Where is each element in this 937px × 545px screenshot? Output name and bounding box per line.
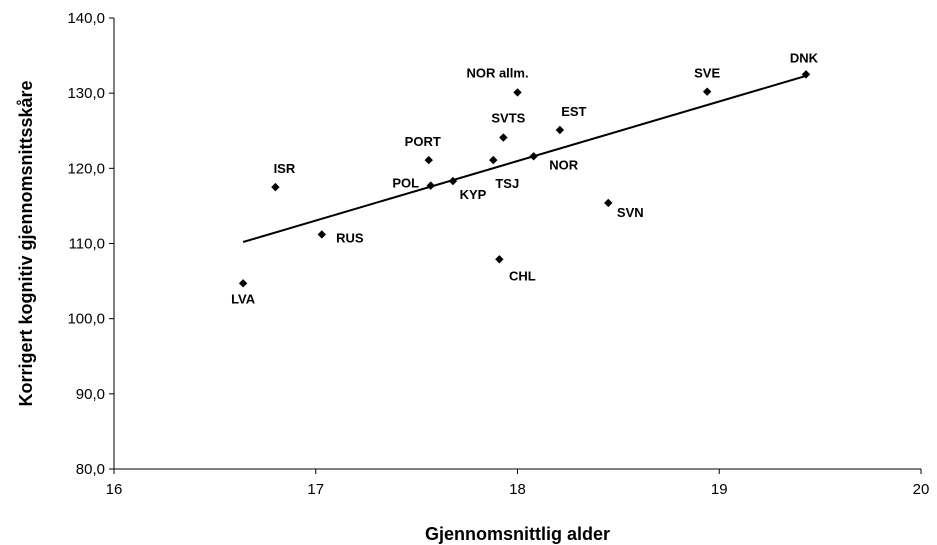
y-axis-title: Korrigert kognitiv gjennomsnittsskåre — [16, 80, 36, 406]
data-point: SVN — [604, 198, 644, 220]
point-label: PORT — [405, 134, 441, 149]
point-marker — [499, 133, 508, 142]
point-marker — [513, 88, 522, 97]
point-label: ISR — [274, 161, 296, 176]
trendline-group — [242, 74, 807, 243]
point-marker — [424, 155, 433, 165]
data-point: CHL — [495, 255, 536, 283]
point-marker — [448, 176, 458, 186]
y-tick-label: 130,0 — [67, 85, 105, 102]
data-point: TSJ — [489, 155, 519, 191]
point-label: SVE — [694, 66, 720, 81]
y-tick-label: 120,0 — [67, 160, 105, 177]
point-label: LVA — [231, 291, 256, 306]
point-label: EST — [561, 104, 586, 119]
point-label: SVTS — [491, 111, 525, 126]
x-tick-label: 17 — [307, 481, 324, 498]
point-label: DNK — [790, 50, 819, 65]
point-label: SVN — [617, 205, 644, 220]
point-label: NOR allm. — [466, 65, 528, 80]
point-marker — [555, 125, 565, 135]
data-point: LVA — [231, 279, 256, 306]
point-marker — [271, 182, 280, 192]
y-axis: 80,0 90,0 100,0 110,0 120,0 130,0 140,0 — [67, 10, 115, 478]
x-axis: 16 17 18 19 20 — [106, 468, 930, 498]
data-point: RUS — [317, 230, 364, 245]
data-point: SVTS — [491, 111, 526, 142]
point-label: POL — [392, 176, 419, 191]
point-marker — [489, 155, 498, 165]
point-marker — [495, 255, 504, 264]
point-marker — [529, 152, 538, 161]
data-point: ISR — [271, 161, 296, 192]
x-tick-label: 16 — [106, 481, 123, 498]
y-tick-label: 140,0 — [67, 10, 105, 27]
y-tick-label: 110,0 — [69, 236, 105, 253]
point-marker — [604, 198, 613, 208]
data-point: DNK — [790, 50, 819, 79]
point-marker — [702, 87, 712, 96]
data-points: LVA ISR RUS PORT POL KYP TSJ SVTS CHL NOR allm. NO… — [231, 50, 819, 306]
data-point: KYP — [448, 176, 487, 202]
point-label: CHL — [509, 268, 536, 283]
data-point: SVE — [694, 66, 720, 96]
data-point: EST — [555, 104, 587, 135]
point-marker — [426, 181, 435, 190]
y-tick-label: 90,0 — [76, 386, 105, 403]
x-axis-title: Gjennomsnittlig alder — [425, 524, 610, 544]
y-tick-label: 100,0 — [67, 311, 105, 328]
trendline — [242, 74, 807, 243]
x-tick-label: 19 — [711, 481, 728, 498]
data-point: POL — [392, 176, 435, 191]
point-label: TSJ — [495, 176, 519, 191]
y-tick-label: 80,0 — [76, 461, 105, 478]
x-tick-label: 18 — [509, 481, 526, 498]
data-point: NOR — [529, 152, 579, 172]
point-marker — [801, 70, 811, 79]
point-label: RUS — [336, 230, 364, 245]
point-marker — [238, 279, 248, 288]
data-point: NOR allm. — [466, 65, 529, 97]
x-tick-label: 20 — [913, 481, 930, 498]
point-marker — [317, 230, 327, 239]
point-label: KYP — [460, 187, 487, 202]
data-point: PORT — [405, 134, 441, 165]
point-label: NOR — [549, 157, 579, 172]
